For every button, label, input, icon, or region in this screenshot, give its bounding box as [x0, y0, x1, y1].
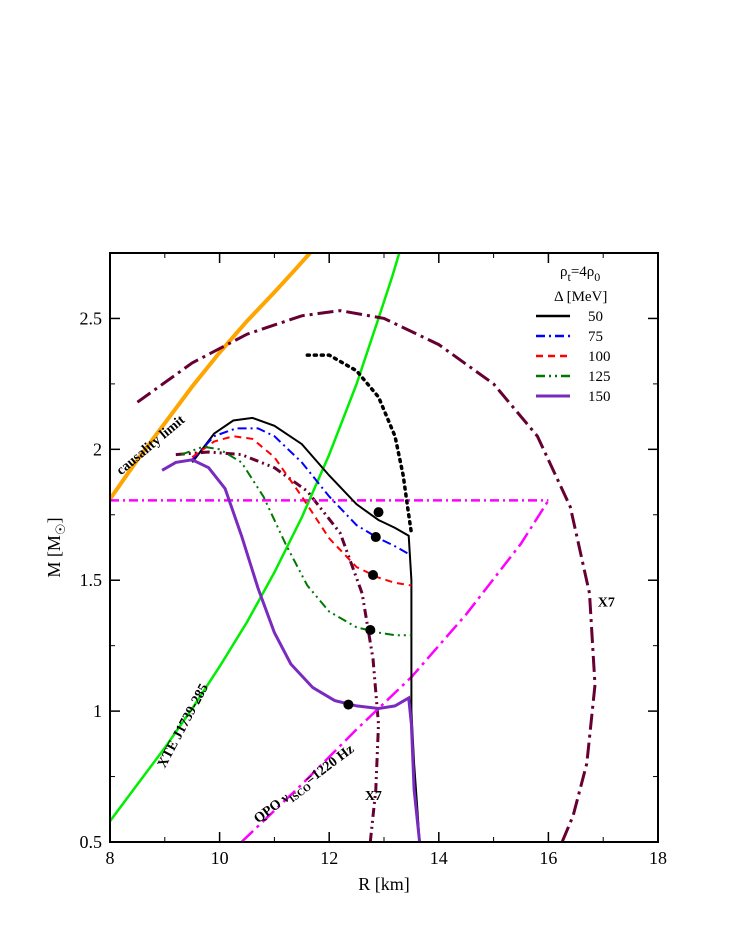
legend-label-100: 100: [588, 349, 611, 365]
y-axis-label-sub: ☉: [53, 523, 68, 535]
axis-ticks: [109, 253, 659, 843]
marker-point: [373, 507, 384, 518]
marker-point: [368, 569, 379, 580]
legend-header: ρt=4ρ0: [560, 264, 600, 284]
xte-j1739-285-curve: [110, 253, 401, 822]
dotted-branch-curve: [305, 353, 414, 535]
annotation-qpo_main: QPO νISCO=1220 Hz: [251, 742, 359, 829]
y-axis-label-close: ]: [44, 517, 64, 523]
legend-label-50: 50: [588, 309, 603, 325]
legend-entries: 50 75 100 125 150: [536, 309, 611, 405]
y-axis-label-main: M [M: [44, 535, 64, 578]
series-75-curve: [191, 427, 410, 555]
tick-labels: 8 10 12 14 16 18 0.5 1 1.5 2 2.5: [80, 308, 668, 868]
annotation-xte: XTE J1739-285: [155, 681, 212, 770]
marker-point: [343, 699, 354, 710]
marker-point: [370, 532, 381, 543]
annotation-causality: causality limit: [114, 413, 189, 479]
y-tick-label: 1: [93, 701, 102, 721]
y-tick-label: 2.5: [80, 308, 103, 328]
markers: [343, 507, 384, 710]
annotations: causality limit XTE J1739-285 QPO νISCO=12…: [114, 413, 615, 829]
y-axis-label: M [M☉]: [44, 517, 68, 577]
qpo-isco-curve: [240, 499, 550, 842]
marker-point: [365, 624, 376, 635]
legend-label-125: 125: [588, 369, 611, 385]
x7-outer-curve: [136, 309, 597, 842]
causality-limit-curve: [110, 253, 312, 501]
legend-title: Δ [MeV]: [554, 289, 607, 305]
annotation-x7_right: X7: [598, 595, 615, 610]
x-tick-label: 14: [430, 848, 448, 868]
x-tick-label: 8: [106, 848, 115, 868]
legend: ρt=4ρ0 Δ [MeV] 50 75 100 125 150: [536, 264, 611, 405]
x-axis-label: R [km]: [358, 874, 410, 894]
legend-label-150: 150: [588, 389, 611, 405]
x7-inner-curve: [175, 450, 381, 842]
y-tick-label: 0.5: [80, 832, 103, 852]
y-tick-label: 1.5: [80, 570, 103, 590]
annotation-x7_bottom: X7: [365, 789, 382, 804]
plot-frame: [109, 252, 659, 843]
series-100-curve: [191, 435, 412, 587]
x-tick-label: 12: [320, 848, 338, 868]
legend-label-75: 75: [588, 329, 603, 345]
y-tick-label: 2: [93, 439, 102, 459]
series-125-curve: [180, 445, 412, 637]
series-150-curve: [161, 458, 422, 842]
x-tick-label: 18: [649, 848, 667, 868]
x-tick-label: 16: [539, 848, 557, 868]
curves: [110, 253, 597, 842]
x-tick-label: 10: [211, 848, 229, 868]
